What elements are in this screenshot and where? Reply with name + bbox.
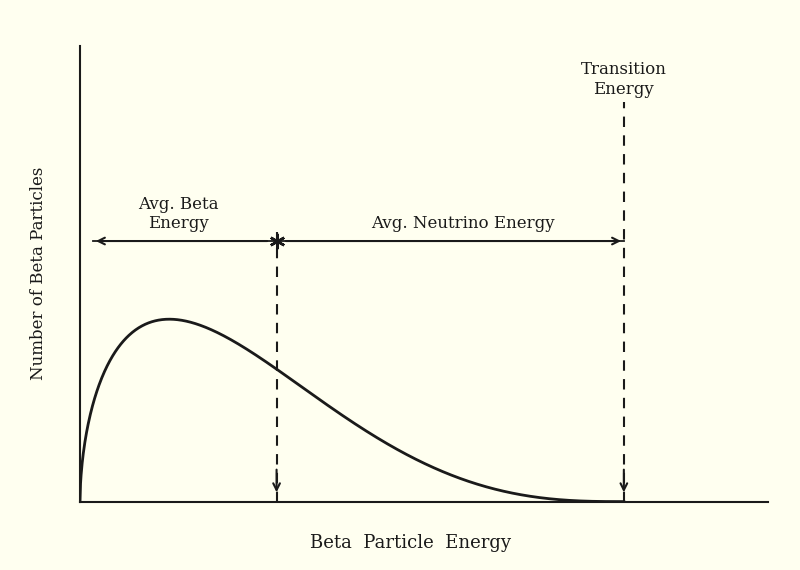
Text: Beta  Particle  Energy: Beta Particle Energy xyxy=(310,534,510,552)
Text: Avg. Neutrino Energy: Avg. Neutrino Energy xyxy=(371,215,555,233)
Text: Avg. Beta
Energy: Avg. Beta Energy xyxy=(138,196,218,233)
Text: Number of Beta Particles: Number of Beta Particles xyxy=(30,167,47,380)
Text: Transition
Energy: Transition Energy xyxy=(581,61,666,97)
